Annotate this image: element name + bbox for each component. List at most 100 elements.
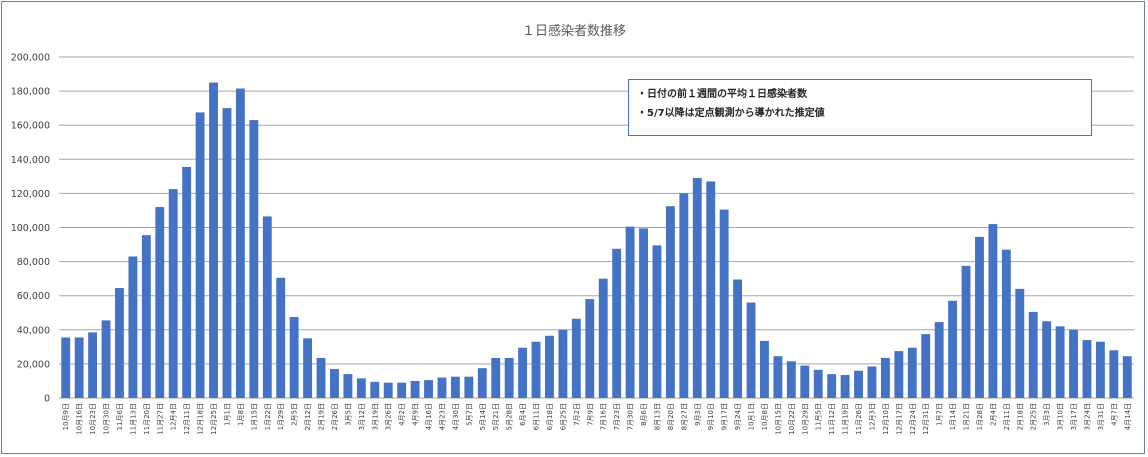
x-tick-label: 4月14日 <box>1124 403 1132 430</box>
bar <box>854 370 863 398</box>
bar <box>975 236 984 398</box>
bar <box>1001 249 1011 398</box>
x-tick-label: 4月30日 <box>452 403 460 430</box>
bar <box>907 347 917 398</box>
bar <box>115 288 124 398</box>
bar <box>961 265 971 398</box>
x-tick-label: 3月19日 <box>371 403 379 430</box>
x-tick-label: 4月9日 <box>412 403 420 426</box>
bar <box>1069 329 1078 398</box>
bar <box>518 347 528 398</box>
x-tick-label: 3月31日 <box>1097 403 1105 430</box>
bar <box>128 256 138 398</box>
bar <box>531 341 541 398</box>
bar <box>558 329 568 398</box>
x-tick-label: 2月4日 <box>989 403 997 426</box>
bar <box>262 216 272 398</box>
x-tick-label: 6月11日 <box>533 403 541 430</box>
bar <box>1122 356 1132 398</box>
x-tick-label: 11月13日 <box>129 403 137 435</box>
bar <box>1028 311 1038 398</box>
bar <box>719 209 729 398</box>
x-tick-label: 1月28日 <box>976 403 984 430</box>
x-tick-label: 10月29日 <box>801 403 809 435</box>
bar <box>330 369 339 398</box>
bar <box>209 82 218 398</box>
bar <box>464 376 474 398</box>
bar <box>343 374 353 398</box>
bar <box>1055 326 1065 398</box>
x-tick-label: 11月20日 <box>143 403 151 435</box>
x-tick-label: 2月11日 <box>1003 403 1011 430</box>
x-tick-label: 9月24日 <box>734 403 742 430</box>
bar <box>477 368 487 398</box>
bar <box>545 335 554 398</box>
bar <box>424 380 433 398</box>
bar <box>625 226 635 398</box>
x-tick-label: 10月22日 <box>788 403 796 435</box>
note-line-1: ・日付の前１週間の平均１日感染者数 <box>637 89 807 100</box>
bar <box>1042 321 1052 398</box>
bar <box>665 206 675 398</box>
x-axis-tick-labels: 10月9日 10月16日 10月23日 10月30日 11月6日 11月13日 11月20日… <box>62 403 1132 435</box>
bar <box>880 357 890 398</box>
x-tick-label: 7月2日 <box>573 403 581 426</box>
bar <box>867 366 877 398</box>
bar <box>74 337 84 398</box>
y-tick-label: 140,000 <box>11 155 50 166</box>
bar <box>1109 350 1119 398</box>
bar <box>182 166 192 398</box>
x-tick-label: 8月6日 <box>640 403 648 426</box>
x-tick-label: 3月5日 <box>344 403 352 426</box>
bar <box>101 320 111 398</box>
bar <box>61 337 71 398</box>
x-tick-label: 7月16日 <box>600 403 608 430</box>
x-tick-label: 9月10日 <box>707 403 715 430</box>
x-tick-label: 5月7日 <box>465 403 473 426</box>
x-tick-label: 4月23日 <box>438 403 446 430</box>
x-tick-label: 2月18日 <box>1016 403 1024 430</box>
bar <box>410 380 420 398</box>
x-tick-label: 12月24日 <box>909 403 917 435</box>
x-tick-label: 5月28日 <box>506 403 514 430</box>
y-tick-label: 200,000 <box>11 53 50 64</box>
x-tick-label: 10月1日 <box>748 403 756 430</box>
x-tick-label: 12月10日 <box>882 403 890 435</box>
x-tick-label: 11月27日 <box>156 403 164 435</box>
x-tick-label: 12月11日 <box>183 403 191 435</box>
x-tick-label: 12月4日 <box>170 403 178 430</box>
y-tick-label: 100,000 <box>11 223 50 234</box>
y-tick-label: 40,000 <box>17 325 50 336</box>
bar <box>894 351 904 398</box>
bars <box>61 82 1132 399</box>
y-tick-label: 120,000 <box>11 189 50 200</box>
x-tick-label: 3月17日 <box>1070 403 1078 430</box>
y-tick-label: 180,000 <box>11 87 50 98</box>
x-tick-label: 1月21日 <box>963 403 971 430</box>
x-tick-label: 12月25日 <box>210 403 218 435</box>
x-tick-label: 4月16日 <box>425 403 433 430</box>
bar <box>948 300 958 398</box>
bar <box>491 357 501 398</box>
x-tick-label: 9月3日 <box>694 403 702 426</box>
x-tick-label: 12月18日 <box>197 403 205 435</box>
bar <box>397 382 407 398</box>
x-tick-label: 1月14日 <box>949 403 957 430</box>
x-tick-label: 2月5日 <box>291 403 299 426</box>
x-tick-label: 2月26日 <box>331 403 339 430</box>
bar <box>235 88 245 398</box>
bar <box>760 340 769 398</box>
x-tick-label: 3月10日 <box>1057 403 1065 430</box>
bar <box>692 178 702 398</box>
bar <box>840 374 850 398</box>
bar <box>168 189 178 398</box>
bar <box>249 120 259 399</box>
bar <box>813 369 823 398</box>
bar <box>1095 341 1105 398</box>
bar <box>988 224 998 398</box>
bar <box>504 357 514 398</box>
x-tick-label: 12月3日 <box>868 403 876 430</box>
bar <box>921 334 931 398</box>
x-tick-label: 4月7日 <box>1110 403 1118 426</box>
